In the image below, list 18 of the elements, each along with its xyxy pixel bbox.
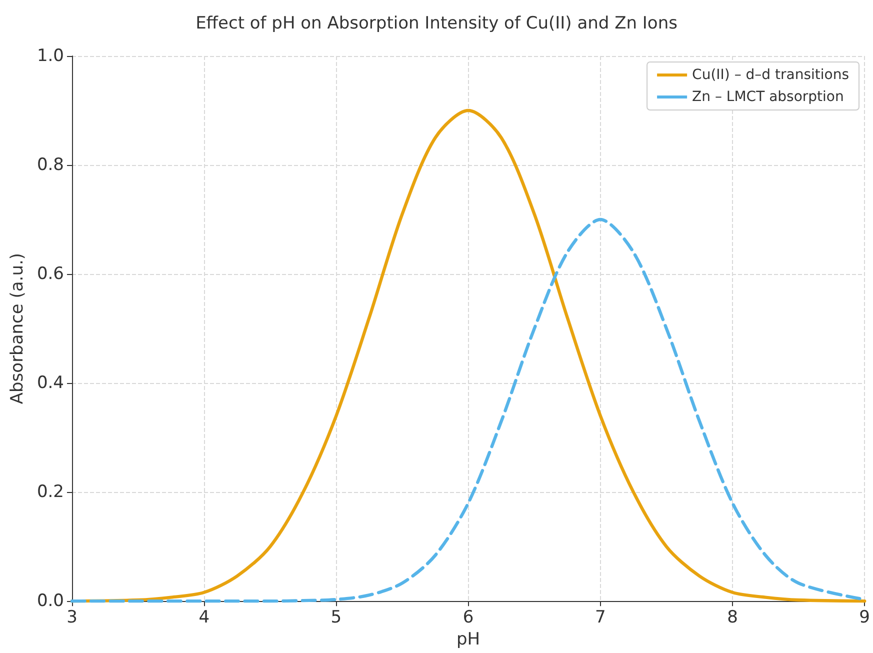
y-axis-title: Absorbance (a.u.) [8,252,28,404]
y-tick-label: 1.0 [36,46,64,66]
legend-label: Cu(II) – d–d transitions [692,67,850,83]
x-tick-label: 6 [462,608,474,628]
y-tick-label: 0.2 [36,482,64,502]
x-tick-label: 5 [330,608,342,628]
legend-label: Zn – LMCT absorption [692,89,844,105]
x-tick-label: 4 [198,608,210,628]
y-tick-label: 0.4 [36,373,64,394]
y-tick-label: 0.8 [36,155,64,176]
x-tick-label: 8 [727,608,738,628]
chart-title: Effect of pH on Absorption Intensity of Cu(II) and Zn Ions [196,14,678,34]
x-tick-label: 7 [594,608,606,628]
y-tick-label: 0.6 [36,264,64,284]
x-tick-label: 3 [66,608,78,628]
x-axis-title: pH [456,630,480,650]
x-tick-label: 9 [859,608,870,628]
y-tick-label: 0.0 [36,591,64,612]
